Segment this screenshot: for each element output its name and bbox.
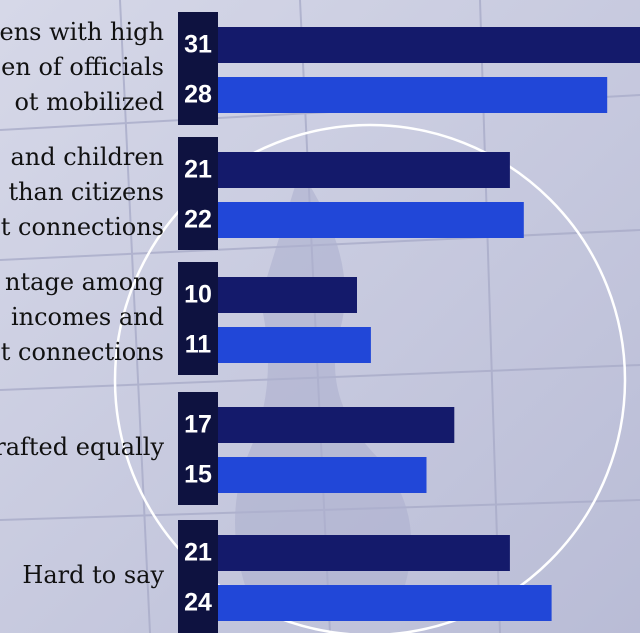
bar	[218, 277, 357, 313]
category-label: t connections	[1, 338, 164, 366]
bar	[218, 327, 371, 363]
bar	[218, 77, 608, 113]
value-label: 22	[184, 206, 212, 234]
value-label: 21	[184, 156, 212, 184]
category-label: ntage among	[5, 268, 164, 296]
label-strip	[178, 12, 218, 125]
category-label: rafted equally	[0, 433, 164, 461]
value-label: 15	[184, 461, 212, 489]
category-label: en of officials	[1, 53, 164, 81]
category-label: incomes and	[11, 303, 164, 331]
bar	[218, 585, 552, 621]
value-label: 17	[184, 411, 212, 439]
category-label: and children	[10, 143, 164, 171]
label-strip	[178, 520, 218, 633]
value-label: 31	[184, 31, 212, 59]
category-label: ens with high	[0, 18, 164, 46]
value-label: 10	[184, 281, 212, 309]
bar	[218, 535, 510, 571]
value-label: 24	[184, 589, 212, 617]
bar	[218, 457, 427, 493]
value-label: 28	[184, 81, 212, 109]
bar	[218, 407, 455, 443]
category-label: t connections	[1, 213, 164, 241]
bar	[218, 202, 524, 238]
category-label: ot mobilized	[14, 88, 164, 116]
label-strip	[178, 137, 218, 250]
category-label: Hard to say	[22, 561, 164, 589]
label-strip	[178, 262, 218, 375]
value-label: 11	[185, 331, 212, 359]
bar	[218, 27, 640, 63]
category-label: than citizens	[8, 178, 164, 206]
label-strip	[178, 392, 218, 505]
value-label: 21	[184, 539, 212, 567]
bar	[218, 152, 510, 188]
